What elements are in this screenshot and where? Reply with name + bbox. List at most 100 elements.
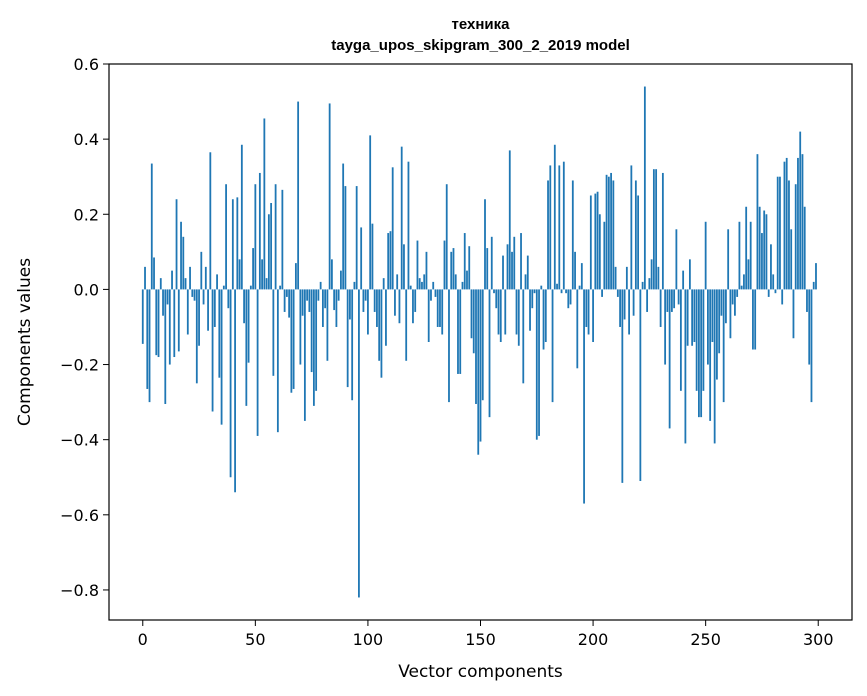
bar-component-34 [218,289,221,378]
bar-component-288 [790,229,793,290]
bar-component-67 [292,289,295,389]
bar-component-52 [258,172,261,290]
bar-component-119 [409,285,412,290]
bar-component-234 [668,289,671,429]
bar-component-241 [684,289,687,444]
bar-component-175 [535,289,538,440]
bar-component-75 [310,289,313,373]
bar-component-221 [639,289,642,481]
bar-component-50 [254,184,257,290]
bar-component-134 [443,240,446,290]
bar-component-36 [222,285,225,290]
bar-component-72 [303,289,306,421]
bar-component-150 [479,289,482,442]
bar-component-166 [515,289,518,335]
bar-component-258 [722,289,725,403]
bar-component-43 [238,259,241,290]
bar-component-248 [700,289,703,418]
bar-component-224 [646,289,649,312]
bar-component-114 [398,289,401,324]
bar-component-195 [580,263,583,290]
bar-component-154 [488,289,491,418]
bar-component-267 [743,274,745,290]
bar-component-49 [252,248,254,290]
x-axis-label: Vector components [398,662,563,682]
bar-component-297 [810,289,813,403]
bar-component-95 [355,186,358,290]
bar-component-54 [263,118,266,290]
bar-component-3 [148,289,151,403]
bar-component-222 [641,281,644,290]
bar-component-111 [391,167,394,290]
bar-component-190 [569,289,572,305]
bar-component-256 [718,289,721,354]
bar-component-105 [378,289,381,361]
bar-component-8 [159,278,162,290]
bar-component-167 [517,289,520,346]
chart-title: техника [452,16,511,33]
bar-component-46 [245,289,248,406]
bar-component-252 [709,289,712,421]
bar-component-65 [288,289,291,318]
bar-component-106 [380,289,383,378]
bar-component-203 [598,214,601,290]
bar-component-205 [603,221,606,290]
bar-component-210 [614,266,617,290]
bar-component-44 [240,144,243,290]
bar-component-51 [256,289,259,436]
bar-component-29 [207,289,209,331]
bar-component-14 [173,289,176,358]
bar-component-96 [358,289,360,598]
bar-component-188 [565,289,567,294]
bar-component-260 [727,229,730,290]
bar-component-247 [698,289,700,418]
y-tick-label: 0.0 [74,280,99,299]
bar-component-240 [682,270,685,290]
bar-component-213 [621,289,624,483]
bar-component-202 [596,191,599,290]
bar-component-257 [720,289,723,316]
bar-component-117 [405,289,408,361]
bar-component-63 [283,289,286,312]
bar-component-24 [195,289,198,384]
x-tick-label: 0 [138,630,148,649]
bar-component-179 [544,289,547,342]
bar-component-251 [707,289,709,365]
bar-component-172 [529,289,531,331]
y-axis-ticks: −0.8 −0.6 −0.4 −0.2 0.0 0.2 0.4 0.6 [60,55,109,600]
bar-component-228 [655,169,658,290]
bar-component-131 [436,289,439,327]
bar-component-178 [542,289,545,350]
bar-component-120 [412,289,414,324]
bar-component-41 [234,289,236,493]
bar-component-142 [461,281,464,290]
bar-component-280 [772,274,775,290]
bar-component-298 [812,281,815,290]
bar-component-294 [803,206,806,290]
bar-component-84 [331,259,333,290]
bar-component-61 [279,285,282,290]
bar-component-238 [677,289,680,305]
bar-component-244 [691,289,694,346]
y-tick-label: −0.2 [60,356,99,375]
bar-component-132 [439,289,441,327]
bar-component-290 [794,184,797,290]
bar-component-281 [774,289,777,294]
bar-component-152 [484,199,486,290]
bar-component-264 [736,289,739,297]
bar-component-133 [441,289,444,335]
bar-component-62 [281,189,284,290]
bar-component-235 [670,289,673,312]
bar-component-73 [306,289,309,301]
y-tick-label: 0.6 [74,55,99,74]
bar-component-149 [477,289,480,455]
bar-component-42 [236,197,239,290]
bar-component-138 [452,248,455,290]
bar-component-163 [508,150,511,290]
bar-component-124 [421,281,423,290]
bar-component-171 [526,255,529,290]
bar-component-118 [407,161,410,290]
bar-component-207 [607,176,610,290]
